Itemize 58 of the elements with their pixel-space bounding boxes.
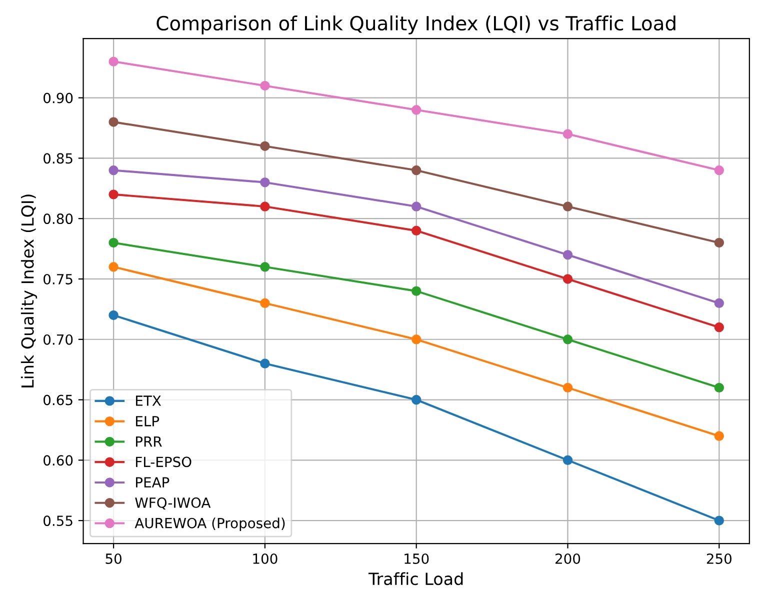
point xyxy=(562,250,573,260)
point xyxy=(714,322,724,332)
point xyxy=(108,238,118,248)
point xyxy=(260,358,270,368)
x-tick-label: 200 xyxy=(556,553,580,564)
point xyxy=(260,202,270,212)
y-tick-label: 0.75 xyxy=(44,274,72,284)
point xyxy=(714,298,724,308)
y-tick-label: 0.90 xyxy=(44,92,73,104)
y-tick-label: 0.65 xyxy=(44,394,72,406)
point xyxy=(411,165,422,176)
point xyxy=(714,238,724,248)
point xyxy=(260,141,270,151)
point xyxy=(562,274,573,284)
point xyxy=(108,56,118,66)
point xyxy=(562,455,573,466)
point xyxy=(260,262,270,272)
y-axis-title: Link Quality Index (LQI) xyxy=(20,194,38,388)
x-tick-label: 150 xyxy=(404,553,429,564)
point xyxy=(562,382,573,393)
point xyxy=(411,286,422,296)
point xyxy=(562,202,573,212)
point xyxy=(562,334,573,344)
point xyxy=(108,262,118,272)
point xyxy=(714,516,724,526)
legend-label: ETX xyxy=(136,396,161,406)
point xyxy=(411,105,422,115)
point xyxy=(260,177,270,188)
point xyxy=(108,310,118,320)
legend-label: ELP xyxy=(136,416,160,426)
point xyxy=(714,165,724,176)
point xyxy=(108,165,118,176)
point xyxy=(714,431,724,441)
x-tick-label: 250 xyxy=(706,553,732,564)
legend-label: WFQ-IWOA xyxy=(135,497,211,510)
x-tick-label: 100 xyxy=(253,553,278,564)
chart-title: Comparison of Link Quality Index (LQI) vs Traffic Load xyxy=(156,16,676,34)
legend-label: PEAP xyxy=(136,477,170,488)
legend-label: FL-EPSO xyxy=(136,456,192,468)
point xyxy=(411,226,422,236)
legend-label: PRR xyxy=(136,436,162,447)
point xyxy=(411,334,422,344)
point xyxy=(411,394,422,405)
x-axis-title: Traffic Load xyxy=(368,572,463,586)
point xyxy=(108,190,118,200)
y-tick-label: 0.85 xyxy=(44,153,72,164)
point xyxy=(714,382,724,393)
point xyxy=(260,298,270,308)
legend-label: AUREWOA (Proposed) xyxy=(134,518,285,532)
y-tick-label: 0.80 xyxy=(44,214,73,224)
point xyxy=(260,80,270,91)
y-tick-label: 0.70 xyxy=(44,334,73,345)
point xyxy=(562,129,573,139)
x-tick-label: 50 xyxy=(106,553,122,564)
point xyxy=(411,202,422,212)
y-tick-label: 0.55 xyxy=(44,516,72,526)
y-tick-label: 0.60 xyxy=(44,455,73,466)
point xyxy=(108,117,118,127)
